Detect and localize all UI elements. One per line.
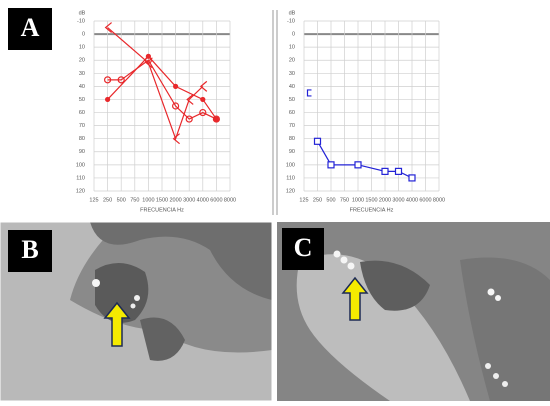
x-tick-label: 3000 [183,197,195,203]
marker-bracket [104,22,112,33]
x-tick-label: 1500 [156,197,168,203]
x-tick-label: 3000 [392,197,404,203]
marker-circle [103,76,112,84]
marker-circle [185,115,193,123]
y-tick-label: 120 [76,188,85,194]
marker-bracket [306,89,312,97]
y-tick-label: 80 [289,136,295,142]
x-tick-label: 500 [117,197,126,203]
x-tick-label: 750 [340,197,349,203]
y-tick-label: 20 [289,58,295,64]
x-tick-label: 750 [130,197,139,203]
marker-dot [213,116,219,122]
marker-dot [173,83,179,89]
x-tick-label: 1000 [142,197,154,203]
marker-bracket [199,80,208,92]
y-tick-label: 50 [79,97,85,103]
marker-square [327,161,335,169]
y-tick-label: 90 [289,149,295,155]
x-tick-label: 500 [326,197,335,203]
x-tick-label: 6000 [419,197,431,203]
x-tick-label: 250 [103,197,112,203]
marker-circle [212,115,220,123]
marker-dot [105,96,111,103]
marker-bracket [186,94,194,105]
series-line [107,27,204,141]
x-tick-label: 1000 [352,197,364,203]
y-tick-label: 80 [79,136,85,142]
marker-square [394,167,403,175]
y-tick-label: 40 [79,84,85,90]
y-tick-label: 50 [289,97,295,103]
y-tick-label: 0 [82,32,85,38]
y-tick-label: -10 [287,18,295,24]
x-tick-label: 250 [313,197,322,203]
y-tick-label: 10 [79,45,85,51]
y-axis-label: dB [79,10,86,16]
marker-square [408,174,416,182]
audiogram: dB -10 0 10 20 30 40 50 60 70 80 90 100 110 120 125 250 5… [286,10,445,213]
y-tick-label: 40 [289,84,295,90]
marker-dot [145,53,151,59]
marker-circle [117,76,125,84]
ct-image-c [277,222,550,401]
marker-dot [200,96,206,103]
y-tick-label: 30 [289,71,295,77]
y-tick-label: 90 [79,149,85,155]
y-tick-label: 100 [286,162,295,168]
x-tick-label: 6000 [210,197,222,203]
y-tick-label: 30 [79,71,85,77]
x-tick-label: 8000 [224,197,236,203]
x-tick-label: 2000 [169,197,181,203]
y-tick-label: 120 [286,188,295,194]
marker-circle [199,108,207,117]
y-axis-label: dB [289,10,296,16]
x-tick-label: 8000 [433,197,445,203]
marker-bracket [145,57,153,69]
y-tick-label: 70 [289,123,295,129]
panel-label: C [294,233,313,262]
marker-square [381,167,389,175]
y-tick-label: 10 [289,45,295,51]
y-tick-label: -10 [77,18,85,24]
x-tick-label: 1500 [365,197,377,203]
x-tick-label: 4000 [197,197,209,203]
panel-label-box [8,230,52,272]
x-tick-label: 2000 [379,197,391,203]
y-tick-label: 70 [79,123,85,129]
y-tick-label: 20 [79,58,85,64]
audiogram: dB -10 0 10 20 30 40 50 60 70 80 90 100 110 120 125 250 5… [76,10,236,213]
panel-label: A [21,13,40,42]
series-line [107,59,217,120]
marker-square [313,137,322,145]
y-tick-label: 60 [79,110,85,116]
x-tick-label: 125 [299,197,308,203]
y-tick-label: 0 [292,32,295,38]
marker-square [354,161,362,169]
y-tick-label: 110 [76,175,85,181]
x-axis-label: FRECUENCIA Hz [350,207,394,213]
marker-circle [172,102,180,110]
x-tick-label: 4000 [406,197,418,203]
marker-bracket [172,133,180,145]
panel-label-box [282,228,324,270]
y-tick-label: 100 [76,162,85,168]
x-tick-label: 125 [89,197,98,203]
x-axis-label: FRECUENCIA Hz [140,207,184,213]
y-tick-label: 110 [286,175,295,181]
y-tick-label: 60 [289,110,295,116]
panel-label: B [21,235,38,264]
panel-label-box [8,8,52,50]
